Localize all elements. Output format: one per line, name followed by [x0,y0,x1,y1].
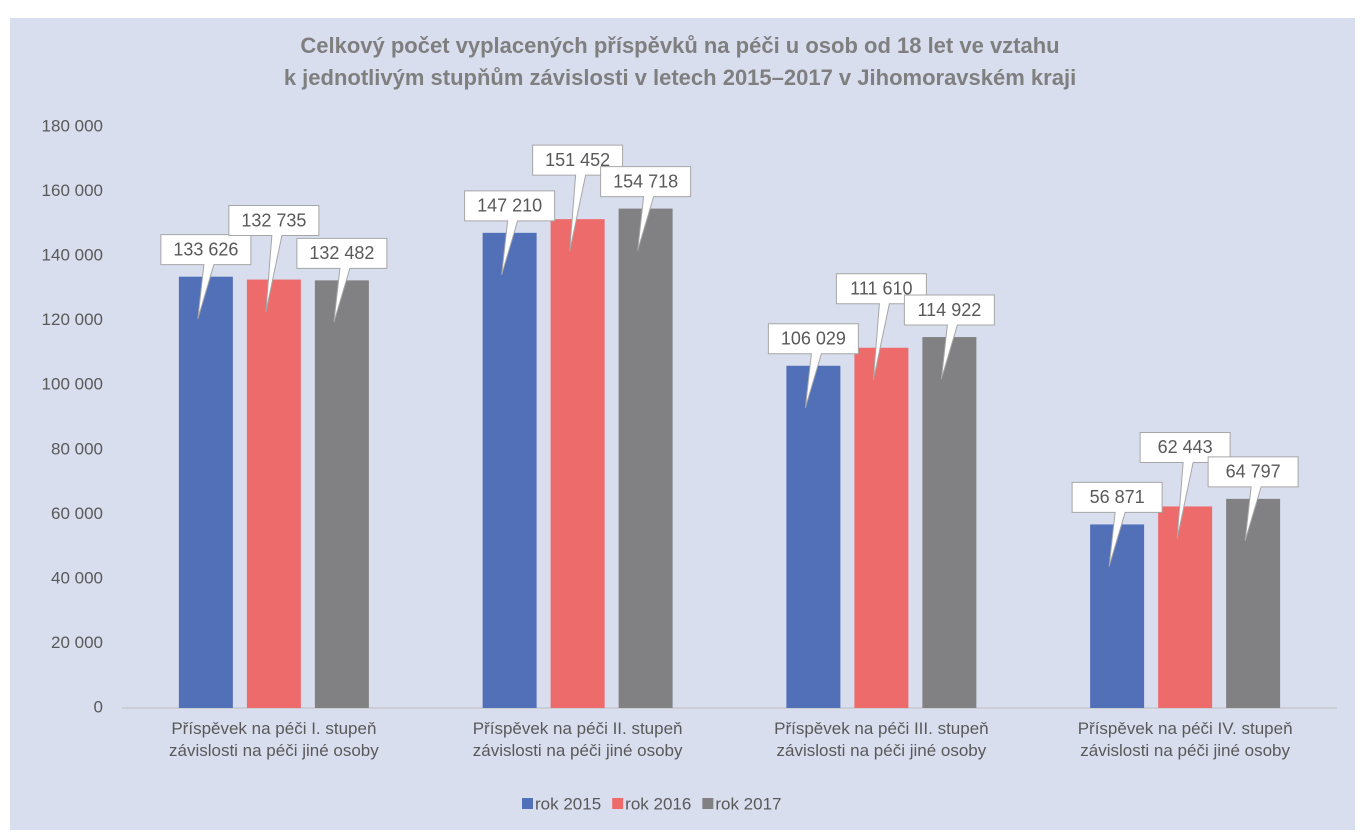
data-label: 106 029 [781,329,846,349]
y-tick-label: 120 000 [42,310,103,329]
data-label: 114 922 [918,300,982,320]
legend-swatch [522,798,533,809]
x-label-box: Příspěvek na péči II. stupeň závislosti … [472,719,683,760]
data-label: 133 626 [173,239,238,259]
x-tick-label: Příspěvek na péči II. stupeň závislosti … [472,719,683,760]
y-tick-label: 20 000 [51,633,103,652]
bar [550,219,605,708]
bar [178,276,233,708]
y-tick-label: 180 000 [42,116,103,135]
callout [160,234,252,319]
y-tick-label: 160 000 [42,181,103,200]
legend-swatch [702,798,714,809]
x-tick-label: Příspěvek na péči I. stupeň závislosti n… [168,719,379,760]
callout [464,190,556,275]
bar [1158,506,1213,708]
callout [228,205,320,313]
data-label: 132 735 [241,210,306,230]
chart-title: Celkový počet vyplacených příspěvků na p… [283,33,1077,90]
bar [854,347,909,708]
legend-label: rok 2017 [715,794,781,813]
legend-label: rok 2016 [625,794,691,813]
y-tick-label: 60 000 [51,504,103,523]
x-tick-label: Příspěvek na péči III. stupeň závislosti… [774,719,989,760]
x-label-box: Příspěvek na péči I. stupeň závislosti n… [168,719,379,760]
data-label: 62 443 [1158,437,1213,457]
bar [922,337,977,708]
data-label: 56 871 [1090,487,1145,507]
callout [1207,456,1299,541]
bar [618,208,673,708]
callout [600,166,692,251]
y-tick-label: 100 000 [42,375,103,394]
data-label: 147 210 [477,196,542,216]
callout [903,294,995,380]
x-label-box: Příspěvek na péči IV. stupeň závislosti … [1077,719,1293,760]
callout [1071,481,1163,567]
y-tick-label: 140 000 [42,246,103,265]
bar [246,279,301,708]
y-tick-label: 40 000 [51,568,103,587]
title-box: Celkový počet vyplacených příspěvků na p… [283,33,1077,90]
x-tick-label: Příspěvek na péči IV. stupeň závislosti … [1077,719,1293,760]
bar [786,365,841,708]
bar [314,280,369,708]
bar [482,232,537,708]
bar [1090,524,1145,708]
legend-swatch [612,798,624,809]
data-label: 111 610 [850,278,912,298]
y-tick-label: 0 [94,697,103,716]
callout [767,323,859,408]
data-label: 151 452 [545,150,610,170]
data-label: 64 797 [1226,462,1281,482]
y-tick-label: 80 000 [51,439,103,458]
data-label: 132 482 [309,243,374,263]
data-label: 154 718 [613,171,678,191]
bar [1226,498,1281,708]
callout [296,237,388,323]
x-label-box: Příspěvek na péči III. stupeň závislosti… [774,719,989,760]
legend-label: rok 2015 [535,794,601,813]
